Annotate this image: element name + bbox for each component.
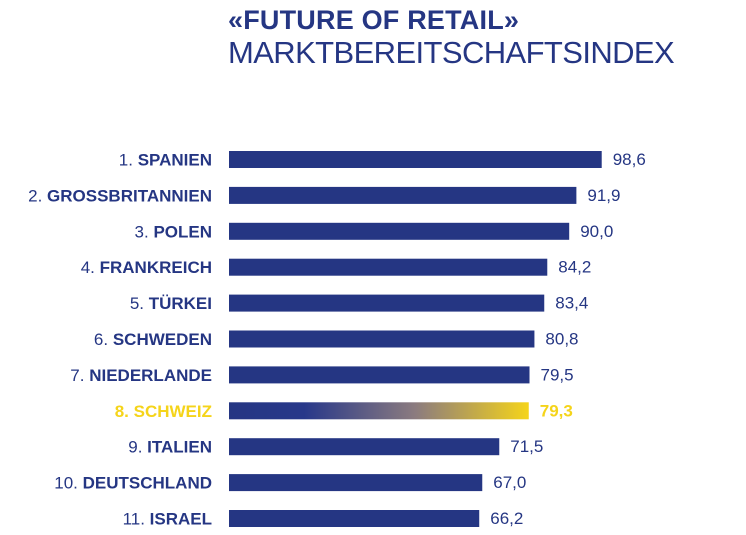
- category-name: POLEN: [153, 222, 212, 241]
- bar-spanien: [229, 151, 602, 168]
- value-label: 79,3: [540, 401, 573, 420]
- category-name: GROSSBRITANNIEN: [47, 186, 212, 205]
- value-label: 91,9: [587, 186, 620, 205]
- bar-israel: [229, 510, 480, 527]
- category-name: NIEDERLANDE: [89, 365, 212, 384]
- value-label: 84,2: [558, 258, 591, 277]
- value-label: 66,2: [490, 509, 523, 528]
- bar-deutschland: [229, 474, 483, 492]
- title-block: «FUTURE OF RETAIL» MARKTBEREITSCHAFTSIND…: [228, 4, 744, 70]
- category-label: 11. ISRAEL: [123, 509, 212, 528]
- category-name: SCHWEIZ: [134, 401, 212, 420]
- category-label: 9. ITALIEN: [128, 437, 212, 456]
- category-name: TÜRKEI: [149, 294, 212, 313]
- value-label: 80,8: [545, 330, 578, 349]
- category-name: SPANIEN: [138, 150, 212, 169]
- category-name: FRANKREICH: [100, 258, 212, 277]
- category-name: SCHWEDEN: [113, 330, 212, 349]
- category-label: 3. POLEN: [135, 222, 212, 241]
- category-label: 7. NIEDERLANDE: [70, 365, 212, 384]
- category-rank: 8.: [115, 401, 134, 420]
- value-label: 83,4: [555, 294, 588, 313]
- category-rank: 11.: [123, 509, 150, 528]
- category-name: DEUTSCHLAND: [83, 473, 212, 492]
- category-label: 2. GROSSBRITANNIEN: [28, 186, 212, 205]
- value-label: 98,6: [613, 150, 646, 169]
- chart-title: «FUTURE OF RETAIL»: [228, 5, 520, 35]
- category-label: 6. SCHWEDEN: [94, 330, 212, 349]
- bar-niederlande: [229, 366, 530, 384]
- category-rank: 7.: [70, 365, 89, 384]
- category-name: ISRAEL: [150, 509, 212, 528]
- category-label: 8. SCHWEIZ: [115, 401, 212, 420]
- category-label: 1. SPANIEN: [119, 150, 212, 169]
- category-label: 10. DEUTSCHLAND: [54, 473, 212, 492]
- chart-subtitle: MARKTBEREITSCHAFTSINDEX: [228, 35, 675, 70]
- value-label: 79,5: [541, 365, 574, 384]
- bar-polen: [229, 222, 570, 240]
- bar-frankreich: [229, 258, 548, 276]
- category-label: 4. FRANKREICH: [81, 258, 212, 277]
- category-label: 5. TÜRKEI: [130, 294, 212, 313]
- category-labels-layer: 1. SPANIEN 2. GROSSBRITANNIEN 3. POLEN 4. F…: [28, 150, 212, 528]
- bar-schweden: [229, 330, 535, 348]
- bar-schweiz: [229, 402, 529, 420]
- category-rank: 10.: [54, 473, 82, 492]
- category-rank: 6.: [94, 330, 113, 349]
- category-rank: 2.: [28, 186, 47, 205]
- bars-layer: [229, 151, 602, 527]
- category-name: ITALIEN: [147, 437, 212, 456]
- bar-grossbritannien: [229, 186, 577, 204]
- value-labels-layer: 98,6 91,9 90,0 84,2 83,4 80,8 79,5 79,3 71,5 67,0…: [490, 150, 646, 528]
- category-rank: 4.: [81, 258, 100, 277]
- value-label: 71,5: [510, 437, 543, 456]
- value-label: 90,0: [580, 222, 613, 241]
- bar-türkei: [229, 294, 545, 312]
- bar-italien: [229, 438, 500, 456]
- category-rank: 5.: [130, 294, 149, 313]
- category-rank: 9.: [128, 437, 147, 456]
- value-label: 67,0: [493, 473, 526, 492]
- category-rank: 3.: [135, 222, 154, 241]
- category-rank: 1.: [119, 150, 138, 169]
